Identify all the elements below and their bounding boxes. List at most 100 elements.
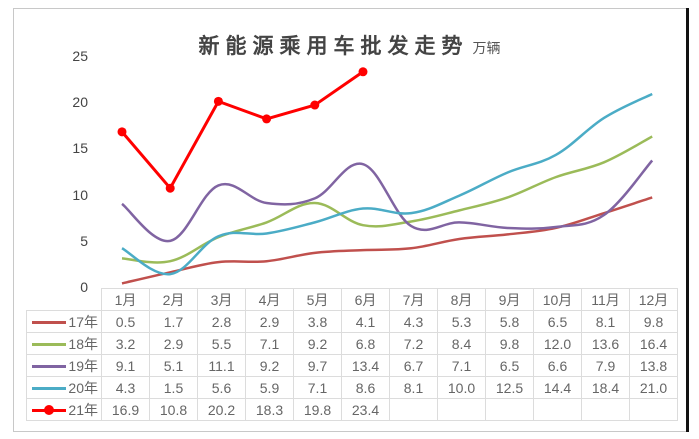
value-cell: 2.9 (245, 310, 294, 333)
value-cell: 6.6 (533, 354, 582, 377)
value-cell (389, 398, 438, 421)
value-cell: 5.3 (437, 310, 486, 333)
series-line (121, 92, 653, 276)
month-header: 7月 (389, 288, 438, 311)
y-tick-25: 25 (72, 48, 88, 64)
value-cell: 11.1 (197, 354, 246, 377)
value-cell (485, 398, 534, 421)
value-cell: 7.9 (581, 354, 630, 377)
value-cell: 3.8 (293, 310, 342, 333)
y-tick-15: 15 (72, 140, 88, 156)
value-cell: 5.9 (245, 376, 294, 399)
table-corner (27, 289, 102, 311)
legend-line-icon (32, 321, 67, 325)
value-cell: 8.1 (581, 310, 630, 333)
value-cell: 18.4 (581, 376, 630, 399)
data-table: 1月 2月 3月 4月 5月 6月 7月 8月 9月 10月 11月 12月 1… (26, 288, 678, 421)
value-cell: 1.5 (149, 376, 198, 399)
series-line (121, 135, 653, 264)
value-cell: 12.0 (533, 332, 582, 355)
value-cell: 5.5 (197, 332, 246, 355)
month-header: 10月 (533, 288, 582, 311)
legend-line-icon (32, 365, 67, 369)
y-tick-5: 5 (80, 233, 88, 249)
value-cell: 6.5 (533, 310, 582, 333)
value-cell: 6.5 (485, 354, 534, 377)
legend-cell: 17年 (26, 310, 102, 333)
legend-label: 21年 (68, 401, 98, 418)
data-point-marker (358, 67, 368, 77)
legend-marker-icon (44, 405, 55, 416)
value-cell: 7.2 (389, 332, 438, 355)
month-header: 9月 (485, 288, 534, 311)
value-cell: 8.4 (437, 332, 486, 355)
value-cell: 20.2 (197, 398, 246, 421)
value-cell: 9.8 (485, 332, 534, 355)
month-header: 4月 (245, 288, 294, 311)
value-cell: 9.7 (293, 354, 342, 377)
legend-line-icon (32, 405, 67, 416)
value-cell: 2.9 (149, 332, 198, 355)
value-cell: 5.8 (485, 310, 534, 333)
table-row: 17年 0.5 1.7 2.8 2.9 3.8 4.1 4.3 5.3 5.8 6.5 8.1 9.8 (26, 310, 678, 333)
value-cell: 9.8 (629, 310, 678, 333)
value-cell: 13.6 (581, 332, 630, 355)
value-cell: 18.3 (245, 398, 294, 421)
month-header: 1月 (101, 288, 150, 311)
series-line (121, 159, 654, 243)
table-row: 18年 3.2 2.9 5.5 7.1 9.2 6.8 7.2 8.4 9.8 12.0 13.6 16… (26, 332, 678, 355)
value-cell (533, 398, 582, 421)
value-cell: 9.2 (293, 332, 342, 355)
value-cell: 4.3 (101, 376, 150, 399)
value-cell: 14.4 (533, 376, 582, 399)
month-header: 3月 (197, 288, 246, 311)
value-cell: 10.0 (437, 376, 486, 399)
legend-line-icon (32, 343, 67, 347)
value-cell: 19.8 (293, 398, 342, 421)
data-point-marker (117, 127, 127, 137)
month-header-row: 1月 2月 3月 4月 5月 6月 7月 8月 9月 10月 11月 12月 (27, 288, 678, 311)
month-header: 11月 (581, 288, 630, 311)
month-header: 5月 (293, 288, 342, 311)
value-cell: 8.1 (389, 376, 438, 399)
y-tick-0: 0 (80, 279, 88, 295)
value-cell (437, 398, 486, 421)
value-cell: 12.5 (485, 376, 534, 399)
value-cell: 10.8 (149, 398, 198, 421)
y-tick-10: 10 (72, 187, 88, 203)
table-row: 19年 9.1 5.1 11.1 9.2 9.7 13.4 6.7 7.1 6.5 6.6 7.9 13… (26, 354, 678, 377)
value-cell: 16.4 (629, 332, 678, 355)
data-point-marker (262, 114, 272, 124)
value-cell: 13.8 (629, 354, 678, 377)
legend-cell: 19年 (26, 354, 102, 377)
value-cell: 16.9 (101, 398, 150, 421)
value-cell: 9.1 (101, 354, 150, 377)
table-body: 17年 0.5 1.7 2.8 2.9 3.8 4.1 4.3 5.3 5.8 6.5 8.1 9.8 1… (26, 310, 678, 421)
legend-label: 19年 (68, 357, 98, 374)
value-cell: 7.1 (293, 376, 342, 399)
window-edge (686, 8, 689, 432)
chart-title-text: 新能源乘用车批发走势 (198, 34, 469, 58)
legend-label: 17年 (68, 313, 98, 330)
value-cell: 9.2 (245, 354, 294, 377)
month-header: 2月 (149, 288, 198, 311)
value-cell: 13.4 (341, 354, 390, 377)
chart-title: 新能源乘用车批发走势 万辆 (0, 30, 699, 60)
legend-cell: 20年 (26, 376, 102, 399)
data-point-marker (310, 100, 320, 110)
legend-line-icon (32, 387, 67, 391)
value-cell: 4.3 (389, 310, 438, 333)
data-point-marker (213, 96, 223, 106)
month-header: 8月 (437, 288, 486, 311)
value-cell: 6.7 (389, 354, 438, 377)
value-cell: 7.1 (437, 354, 486, 377)
month-header: 6月 (341, 288, 390, 311)
value-cell: 1.7 (149, 310, 198, 333)
series-line (120, 70, 364, 190)
series-lines (117, 67, 654, 285)
value-cell: 5.6 (197, 376, 246, 399)
value-cell: 23.4 (341, 398, 390, 421)
legend-cell: 18年 (26, 332, 102, 355)
value-cell: 21.0 (629, 376, 678, 399)
